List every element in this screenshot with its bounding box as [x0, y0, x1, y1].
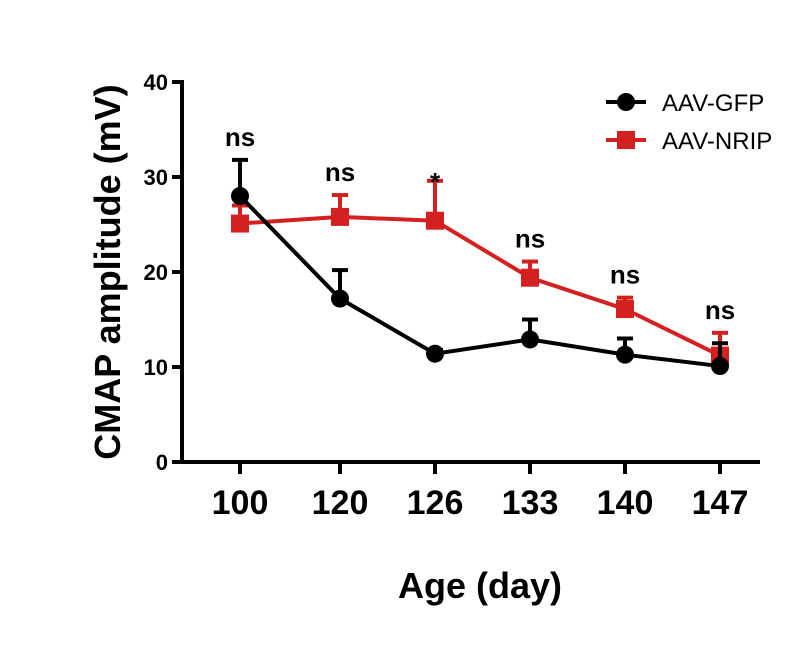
data-point: [231, 214, 249, 233]
legend-label: AAV-GFP: [662, 90, 764, 117]
significance-label: ns: [515, 224, 545, 254]
significance-label: ns: [325, 157, 355, 187]
y-tick-label: 20: [144, 260, 168, 285]
x-tick-label: 126: [407, 484, 464, 522]
data-point: [521, 330, 539, 349]
x-tick-label: 140: [597, 484, 654, 522]
y-axis-label: CMAP amplitude (mV): [87, 84, 128, 459]
data-point: [426, 211, 444, 230]
significance-label: *: [430, 167, 441, 197]
significance-label: ns: [705, 295, 735, 325]
series-line-aav-gfp: [238, 194, 721, 369]
legend-marker: [617, 131, 635, 149]
data-point: [426, 344, 444, 363]
significance-label: ns: [225, 122, 255, 152]
x-tick-label: 120: [312, 484, 369, 522]
x-tick-label: 147: [692, 484, 749, 522]
x-tick-label: 133: [502, 484, 559, 522]
y-tick-label: 10: [144, 355, 168, 380]
data-point: [616, 300, 634, 319]
significance-label: ns: [610, 260, 640, 290]
data-point: [616, 345, 634, 364]
legend-marker: [617, 93, 635, 111]
data-point: [711, 357, 729, 376]
y-tick-label: 30: [144, 165, 168, 190]
y-tick-label: 40: [144, 70, 168, 95]
data-point: [331, 289, 349, 308]
data-point: [521, 268, 539, 287]
data-point: [231, 187, 249, 205]
y-tick-label: 0: [156, 450, 168, 475]
x-tick-label: 100: [212, 484, 269, 522]
series-line-aav-nrip: [239, 214, 721, 358]
x-axis-label: Age (day): [398, 565, 562, 606]
data-point: [331, 207, 349, 226]
legend-label: AAV-NRIP: [662, 128, 772, 155]
